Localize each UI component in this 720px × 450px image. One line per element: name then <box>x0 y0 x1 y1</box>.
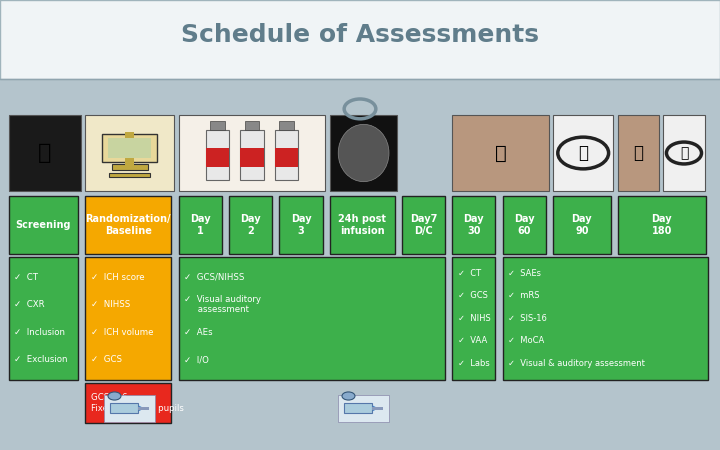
Text: ✓  VAA: ✓ VAA <box>458 336 487 346</box>
Text: ✓  NIHS: ✓ NIHS <box>458 314 490 323</box>
Text: Day7
D/C: Day7 D/C <box>410 214 437 236</box>
Text: 📞: 📞 <box>578 144 588 162</box>
Bar <box>344 403 372 413</box>
Bar <box>503 196 546 254</box>
Bar <box>0 0 720 79</box>
Bar <box>9 256 78 380</box>
Text: ✓  GCS: ✓ GCS <box>458 292 487 301</box>
Bar <box>206 130 229 180</box>
Text: ✓  GCS: ✓ GCS <box>91 355 122 364</box>
Bar <box>338 395 389 422</box>
Text: Day
180: Day 180 <box>652 214 672 236</box>
Bar <box>330 115 397 191</box>
Text: Day
90: Day 90 <box>572 214 592 236</box>
Text: ✓  I/O: ✓ I/O <box>184 355 210 364</box>
Text: ✓  Visual auditory
     assessment: ✓ Visual auditory assessment <box>184 295 261 314</box>
Text: ✓  MoCA: ✓ MoCA <box>508 336 544 346</box>
Text: ✓  ICH volume: ✓ ICH volume <box>91 328 153 337</box>
Text: Day
3: Day 3 <box>291 214 311 236</box>
Text: 🧠: 🧠 <box>38 143 51 163</box>
Text: 🛏: 🛏 <box>495 144 506 162</box>
Text: ✓  CT: ✓ CT <box>458 269 481 278</box>
Text: ✓  ICH score: ✓ ICH score <box>91 273 144 282</box>
Bar <box>85 256 171 380</box>
Bar <box>138 407 149 410</box>
Bar <box>229 196 272 254</box>
Text: ✓  Visual & auditory assessment: ✓ Visual & auditory assessment <box>508 359 645 368</box>
Bar <box>206 148 229 167</box>
Bar <box>112 164 148 170</box>
Bar <box>85 196 171 254</box>
Bar <box>275 130 298 180</box>
Text: Schedule of Assessments: Schedule of Assessments <box>181 23 539 47</box>
Bar <box>102 134 157 162</box>
Bar <box>109 173 150 177</box>
Bar <box>179 115 325 191</box>
Bar <box>553 196 611 254</box>
Bar <box>553 115 613 191</box>
Bar <box>503 256 708 380</box>
Bar <box>372 407 383 410</box>
Text: ✓  Exclusion: ✓ Exclusion <box>14 355 68 364</box>
Text: ✓  AEs: ✓ AEs <box>184 328 213 337</box>
Bar <box>402 196 445 254</box>
Bar <box>85 115 174 191</box>
Bar <box>663 115 705 191</box>
Text: Day
2: Day 2 <box>240 214 261 236</box>
Bar <box>245 121 259 130</box>
Text: ✓  CT: ✓ CT <box>14 273 38 282</box>
Circle shape <box>342 392 355 400</box>
Text: ✓  CXR: ✓ CXR <box>14 300 45 309</box>
Bar <box>104 395 155 422</box>
Bar <box>210 121 225 130</box>
Text: ✓  mRS: ✓ mRS <box>508 292 540 301</box>
Bar <box>108 138 151 157</box>
Text: ✓  Inclusion: ✓ Inclusion <box>14 328 66 337</box>
Bar <box>279 121 294 130</box>
Bar <box>240 130 264 180</box>
Text: ✓  Labs: ✓ Labs <box>458 359 490 368</box>
Bar <box>618 115 660 191</box>
Text: Screening: Screening <box>15 220 71 230</box>
Bar <box>452 256 495 380</box>
Bar <box>275 148 298 167</box>
Text: Day
1: Day 1 <box>190 214 210 236</box>
Circle shape <box>108 392 121 400</box>
Text: ✓  SAEs: ✓ SAEs <box>508 269 541 278</box>
Bar <box>279 196 323 254</box>
Bar <box>125 132 134 168</box>
Text: 📞: 📞 <box>680 146 688 160</box>
Bar <box>179 256 445 380</box>
Text: ✓  SIS-16: ✓ SIS-16 <box>508 314 547 323</box>
Bar <box>452 196 495 254</box>
Text: Randomization/
Baseline: Randomization/ Baseline <box>86 214 171 236</box>
Bar <box>9 196 78 254</box>
Bar <box>452 115 549 191</box>
Bar <box>110 403 138 413</box>
Text: Day
60: Day 60 <box>514 214 534 236</box>
Ellipse shape <box>338 124 389 182</box>
Text: ✓  NIHSS: ✓ NIHSS <box>91 300 130 309</box>
Bar <box>179 196 222 254</box>
Bar <box>9 115 81 191</box>
Text: ✓  GCS/NIHSS: ✓ GCS/NIHSS <box>184 273 245 282</box>
Bar <box>240 148 264 167</box>
Bar <box>330 196 395 254</box>
Text: Day
30: Day 30 <box>464 214 484 236</box>
Text: 24h post
infusion: 24h post infusion <box>338 214 386 236</box>
Circle shape <box>351 104 369 114</box>
Bar <box>618 196 706 254</box>
Text: GCS ≤ 6
Fixed & dilated pupils: GCS ≤ 6 Fixed & dilated pupils <box>91 393 184 413</box>
Bar <box>85 382 171 423</box>
Text: 🛏: 🛏 <box>634 144 644 162</box>
